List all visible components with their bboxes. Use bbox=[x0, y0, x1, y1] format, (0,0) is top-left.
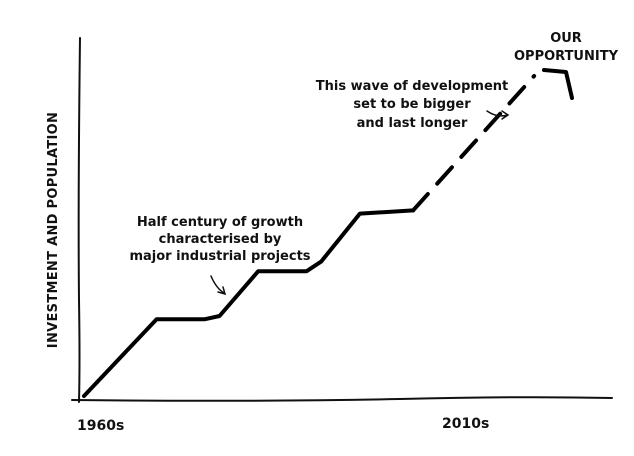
x-tick-label-1960s: 1960s bbox=[77, 418, 124, 434]
arrowhead-icon bbox=[542, 68, 574, 100]
annotation-opportunity: OUR OPPORTUNITY bbox=[514, 31, 619, 64]
annotation-line: OUR bbox=[550, 31, 582, 46]
x-axis bbox=[71, 396, 613, 402]
pointer-arrow-icon bbox=[210, 275, 227, 296]
series-layer bbox=[82, 74, 537, 398]
axes bbox=[71, 37, 613, 403]
annotation-wave: This wave of development set to be bigge… bbox=[316, 79, 510, 131]
series-line-historical bbox=[82, 208, 416, 398]
y-axis-label: INVESTMENT AND POPULATION bbox=[46, 112, 61, 348]
annotation-line: major industrial projects bbox=[129, 249, 310, 264]
pointer-arrow-icon bbox=[486, 110, 510, 120]
annotation-line: characterised by bbox=[159, 232, 282, 247]
annotation-line: This wave of development bbox=[316, 79, 509, 94]
annotation-line: set to be bigger bbox=[353, 97, 471, 112]
annotation-half-century: Half century of growth characterised by … bbox=[129, 215, 311, 296]
y-axis bbox=[77, 37, 81, 403]
x-tick-label-2010s: 2010s bbox=[442, 416, 489, 432]
annotation-line: Half century of growth bbox=[137, 215, 303, 230]
annotation-line: OPPORTUNITY bbox=[514, 49, 619, 64]
annotation-line: and last longer bbox=[357, 116, 468, 131]
series-line-projected bbox=[411, 74, 537, 213]
